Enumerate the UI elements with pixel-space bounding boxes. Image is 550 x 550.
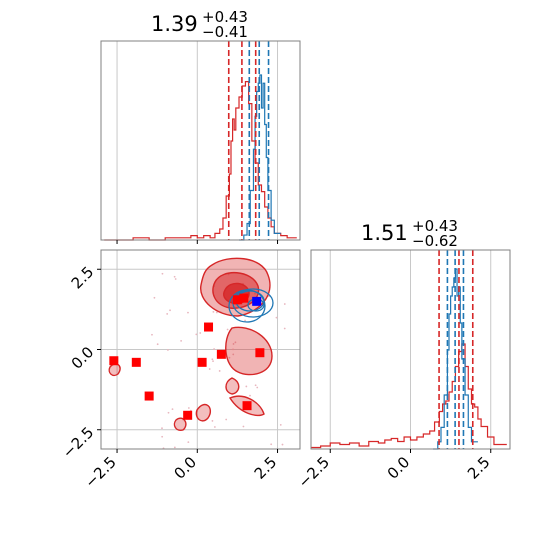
joint-sample-dot-2 xyxy=(212,360,214,363)
title-param2: 1.51 +0.43 −0.62 xyxy=(361,217,458,250)
joint-sample-dot-58 xyxy=(225,418,228,421)
hist2-xtick-label-0: −2.5 xyxy=(295,453,333,491)
joint-blue-contour-3 xyxy=(228,289,266,323)
joint-sample-dot-39 xyxy=(254,384,257,387)
joint-sample-dot-53 xyxy=(249,394,251,397)
joint-sample-dot-14 xyxy=(208,368,211,370)
joint-sample-dot-18 xyxy=(226,328,229,331)
joint-sample-dot-29 xyxy=(245,385,248,388)
joint-sample-dot-15 xyxy=(244,319,246,322)
joint-red-marker-9 xyxy=(242,401,252,411)
joint-ytick-label-2: 2.5 xyxy=(68,263,98,293)
joint-sample-dot-41 xyxy=(195,333,198,336)
joint-sample-dot-38 xyxy=(279,423,282,426)
joint-sample-dot-28 xyxy=(156,343,159,346)
joint-red-marker-8 xyxy=(239,293,249,303)
joint-sample-dot-49 xyxy=(232,353,235,356)
joint-sample-dot-26 xyxy=(169,309,171,312)
joint-sample-dot-45 xyxy=(151,333,153,336)
joint-sample-dot-46 xyxy=(232,348,234,351)
joint-red-contour-small-2 xyxy=(225,377,240,395)
hist2-red-step-series xyxy=(311,343,507,449)
title-param1-plus: +0.43 xyxy=(202,8,248,26)
joint-sample-dot-12 xyxy=(167,349,169,351)
title-param2-plus: +0.43 xyxy=(412,217,458,235)
joint-red-marker-10 xyxy=(255,348,265,358)
joint-red-marker-0 xyxy=(109,356,119,366)
joint-sample-dot-36 xyxy=(187,407,190,409)
hist2-xtick-label-2: 2.5 xyxy=(464,453,494,483)
joint-red-contour-small-4 xyxy=(173,417,187,432)
title-param2-minus: −0.62 xyxy=(412,232,458,250)
joint-ytick-label-0: −2.5 xyxy=(59,423,97,461)
joint-sample-dot-54 xyxy=(242,425,245,428)
joint-xtick-label-0: −2.5 xyxy=(81,453,119,491)
joint-sample-dot-23 xyxy=(215,311,218,314)
joint-sample-dot-17 xyxy=(212,310,215,313)
joint-red-contour-lower-blob xyxy=(225,326,273,376)
joint-red-marker-2 xyxy=(144,391,154,401)
joint-ytick-label-1: 0.0 xyxy=(68,343,98,373)
hist2-xtick-label-1: 0.0 xyxy=(384,453,414,483)
joint-sample-dot-44 xyxy=(187,441,190,444)
joint-blue-marker-0 xyxy=(252,296,262,306)
joint-sample-dot-51 xyxy=(275,316,278,319)
joint-sample-dot-32 xyxy=(211,420,214,422)
hist1-red-step-series xyxy=(104,81,297,241)
joint-sample-dot-10 xyxy=(174,278,177,280)
joint-sample-dot-16 xyxy=(173,446,176,449)
title-param2-median: 1.51 xyxy=(361,221,408,245)
joint-red-marker-4 xyxy=(197,357,207,367)
title-param1-median: 1.39 xyxy=(151,12,198,36)
title-param1: 1.39 +0.43 −0.41 xyxy=(151,8,248,41)
title-param1-minus: −0.41 xyxy=(202,23,248,41)
joint-red-marker-6 xyxy=(216,349,226,359)
joint-sample-dot-4 xyxy=(232,343,235,345)
histogram-param2-panel: −2.5 0.0 2.5 xyxy=(295,249,511,492)
joint-xtick-label-1: 0.0 xyxy=(171,453,201,483)
joint-sample-dot-37 xyxy=(270,443,273,446)
joint-red-marker-3 xyxy=(183,410,193,420)
joint-sample-dot-34 xyxy=(187,311,189,314)
joint-red-marker-1 xyxy=(131,357,141,367)
joint-xtick-label-2: 2.5 xyxy=(251,453,281,483)
joint-sample-dot-19 xyxy=(171,408,174,411)
joint-sample-dot-21 xyxy=(161,435,164,438)
joint-sample-dot-3 xyxy=(161,427,163,430)
joint-density-panel: −2.5 0.0 2.5 −2.5 0.0 2.5 xyxy=(59,249,301,492)
joint-sample-dot-52 xyxy=(153,296,156,299)
joint-sample-dot-50 xyxy=(167,411,170,414)
joint-red-marker-7 xyxy=(232,295,242,305)
joint-sample-dot-11 xyxy=(281,443,284,446)
joint-sample-dot-30 xyxy=(283,327,286,330)
joint-sample-dot-24 xyxy=(234,341,237,344)
joint-red-contour-small-1 xyxy=(195,403,212,422)
joint-sample-dot-13 xyxy=(283,303,286,305)
joint-sample-dot-9 xyxy=(228,356,231,359)
joint-red-marker-5 xyxy=(204,322,214,332)
joint-sample-dot-48 xyxy=(213,426,216,428)
joint-sample-dot-25 xyxy=(256,386,259,389)
joint-red-contour-small-3 xyxy=(108,363,121,377)
histogram-param1-panel xyxy=(100,40,301,244)
hist1-frame xyxy=(100,40,301,241)
joint-sample-dot-1 xyxy=(166,313,169,315)
joint-sample-dot-0 xyxy=(218,370,221,372)
joint-sample-dot-33 xyxy=(213,348,216,350)
joint-sample-dot-42 xyxy=(180,339,183,342)
joint-sample-dot-20 xyxy=(199,332,202,334)
joint-sample-dot-56 xyxy=(173,275,176,278)
joint-sample-dot-31 xyxy=(211,358,214,361)
joint-sample-dot-57 xyxy=(161,272,164,275)
